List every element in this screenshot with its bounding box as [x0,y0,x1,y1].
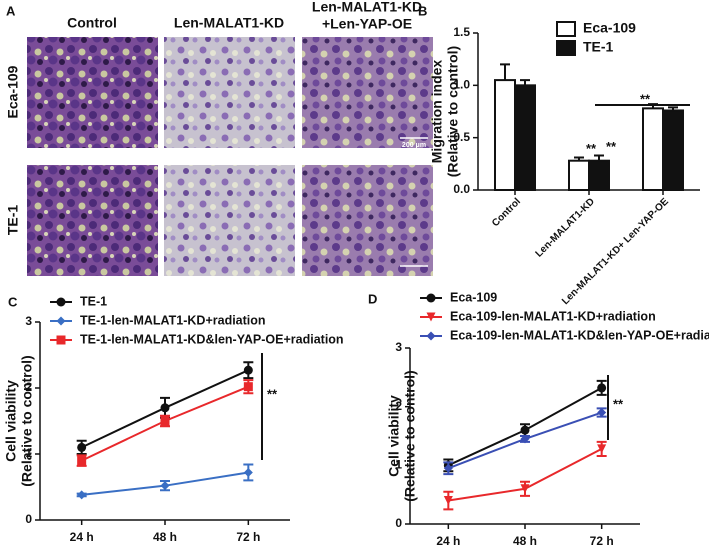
bar [568,159,590,191]
x-tick-label: 48 h [153,530,177,544]
point [520,434,530,444]
y-tick-label: 1 [25,446,32,460]
point [160,481,170,491]
point [243,382,253,392]
y-tick-label: 3 [25,314,32,328]
panel-a: A Control Len-MALAT1-KD Len-MALAT1-KD +L… [5,0,433,276]
row-label: Eca-109 [5,65,21,118]
panel-label: B [418,3,427,18]
micrograph [302,165,433,276]
point [443,463,453,473]
micrograph [164,37,295,148]
panel-label: D [368,291,377,306]
y-tick-label: 1 [395,458,402,472]
point [520,484,530,494]
micrograph [302,37,433,148]
panel-label: A [6,3,16,18]
y-tick-label: 1.5 [453,25,470,39]
point [77,456,87,466]
y-tick-label: 0 [25,512,32,526]
annotation: ** [640,91,651,106]
legend-label: Eca-109-len-MALAT1-KD&len-YAP-OE+radiati… [450,328,709,342]
y-axis-label: Cell viability [386,395,402,477]
y-axis-label: Cell viability [3,380,19,462]
legend-marker [426,293,436,303]
x-tick-label: Control [490,196,523,229]
bar [642,107,664,191]
annotation: ** [586,141,597,156]
legend-marker [56,316,66,326]
point [597,408,607,418]
x-tick-label: 72 h [236,530,260,544]
legend-swatch [556,40,576,56]
row-label: TE-1 [5,205,21,236]
point [243,365,253,375]
point [77,442,87,452]
panel-label: C [8,294,18,309]
point [77,490,87,500]
legend-marker [56,335,66,345]
annotation: ** [613,396,624,411]
legend-label: Eca-109 [583,20,636,36]
x-tick-label: 72 h [590,534,614,548]
point [243,467,253,477]
x-tick-label: Len-MALAT1-KD [534,196,597,259]
legend-swatch [556,21,576,37]
column-label: Len-MALAT1-KD [312,0,422,15]
x-tick-label: 48 h [513,534,537,548]
legend-label: TE-1-len-MALAT1-KD+radiation [80,313,266,327]
scale-bar-label: 200 μm [402,142,426,149]
micrograph [164,165,295,276]
point [160,403,170,413]
y-tick-label: 0.5 [453,130,470,144]
column-label: Len-MALAT1-KD [174,15,284,31]
bar [514,84,536,191]
x-tick-label: 24 h [70,530,94,544]
annotation: ** [267,386,278,401]
y-tick-label: 3 [395,340,402,354]
column-label: Control [67,15,117,31]
micrograph [27,37,158,148]
y-tick-label: 0 [395,516,402,530]
x-tick-label: 24 h [436,534,460,548]
legend-marker [426,331,436,341]
point [597,444,607,454]
bar [494,79,516,191]
point [520,425,530,435]
point [597,383,607,393]
y-tick-label: 0.0 [453,182,470,196]
y-axis-label: (Relative to control) [19,355,35,486]
column-label: +Len-YAP-OE [322,16,412,32]
legend-label: TE-1-len-MALAT1-KD&len-YAP-OE+radiation [80,332,344,346]
y-tick-label: 1.0 [453,78,470,92]
point [443,496,453,506]
legend-label: TE-1 [583,39,614,55]
y-tick-label: 2 [25,380,32,394]
bar [588,159,610,191]
annotation: ** [606,139,617,154]
legend-marker [56,297,66,307]
y-axis-label: (Relative to control) [445,46,461,177]
legend-label: Eca-109-len-MALAT1-KD+radiation [450,309,656,323]
bar [662,109,684,191]
legend-marker [426,312,436,322]
y-axis-label: Migration index [429,60,445,164]
y-tick-label: 2 [395,399,402,413]
point [160,416,170,426]
legend-label: Eca-109 [450,290,497,304]
legend-label: TE-1 [80,294,107,308]
error-bar [500,63,510,81]
micrograph [27,165,158,276]
